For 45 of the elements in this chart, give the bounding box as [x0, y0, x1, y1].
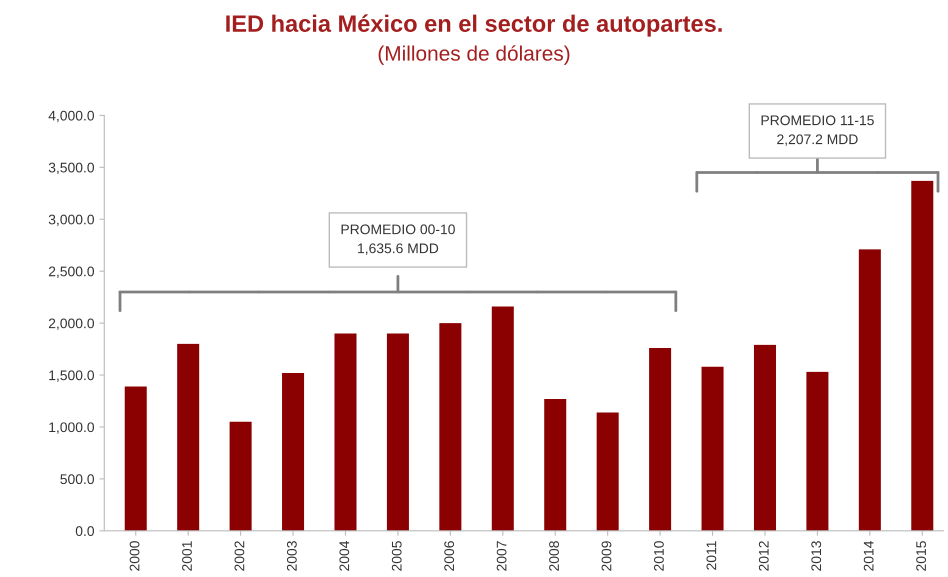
bar: [439, 323, 462, 531]
bar: [806, 372, 828, 531]
bar: [386, 334, 409, 531]
x-tick-label: 2015: [916, 541, 926, 571]
y-tick-label: 3,000.0: [48, 214, 94, 226]
annotation: PROMEDIO 00-10 1,635.6 MDD: [342, 224, 455, 255]
y-tick-label: 500.0: [60, 474, 94, 484]
x-tick-label: 2009: [602, 541, 612, 571]
bar: [334, 334, 356, 531]
x-tick-label: 2013: [811, 541, 822, 571]
chart-subtitle: (Millones de dólares): [378, 45, 570, 65]
chart-title: IED hacia México en el sector de autopartes.: [226, 14, 722, 37]
y-tick-label: 0.0: [76, 526, 94, 536]
x-tick-label: 2003: [286, 541, 297, 571]
y-tick-label: 4,000.0: [48, 110, 94, 122]
bar: [177, 344, 200, 531]
y-tick-label: 3,500.0: [48, 162, 94, 174]
bar: [702, 366, 724, 531]
x-tick-label: 2011: [706, 541, 716, 570]
bar: [911, 180, 934, 531]
x-tick-label: 2008: [549, 541, 559, 571]
bar: [544, 398, 566, 531]
x-tick-label: 2000: [130, 541, 140, 571]
x-tick-label: 2014: [864, 540, 874, 571]
y-tick-label: 1,500.0: [49, 370, 94, 382]
y-tick-label: 2,000.0: [48, 318, 94, 330]
x-tick-label: 2001: [182, 541, 192, 571]
x-tick-label: 2010: [654, 541, 664, 571]
x-tick-label: 2005: [392, 541, 402, 571]
bar: [596, 412, 619, 531]
bar: [492, 306, 514, 531]
x-tick-label: 2012: [758, 541, 769, 571]
y-tick-label: 1,000.0: [49, 422, 94, 434]
bar: [124, 386, 147, 531]
x-tick-label: 2002: [234, 541, 244, 571]
y-tick-label: 2,500.0: [48, 266, 94, 278]
x-tick-label: 2006: [444, 541, 454, 571]
x-tick-label: 2004: [339, 540, 350, 571]
bar: [649, 348, 672, 531]
bar: [754, 344, 776, 531]
bar: [282, 372, 304, 531]
x-tick-label: 2007: [496, 541, 507, 571]
bar: [230, 422, 252, 531]
annotation: PROMEDIO 11-15 2,207.2 MDD: [762, 115, 874, 146]
bar: [858, 249, 881, 531]
